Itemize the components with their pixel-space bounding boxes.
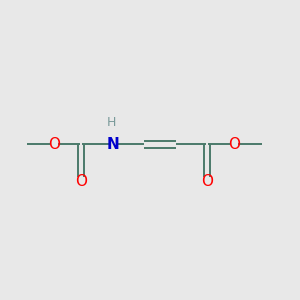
Text: N: N (106, 137, 119, 152)
Text: O: O (48, 137, 60, 152)
Text: H: H (107, 116, 116, 129)
Text: O: O (201, 174, 213, 189)
Text: O: O (228, 137, 240, 152)
Text: O: O (75, 174, 87, 189)
